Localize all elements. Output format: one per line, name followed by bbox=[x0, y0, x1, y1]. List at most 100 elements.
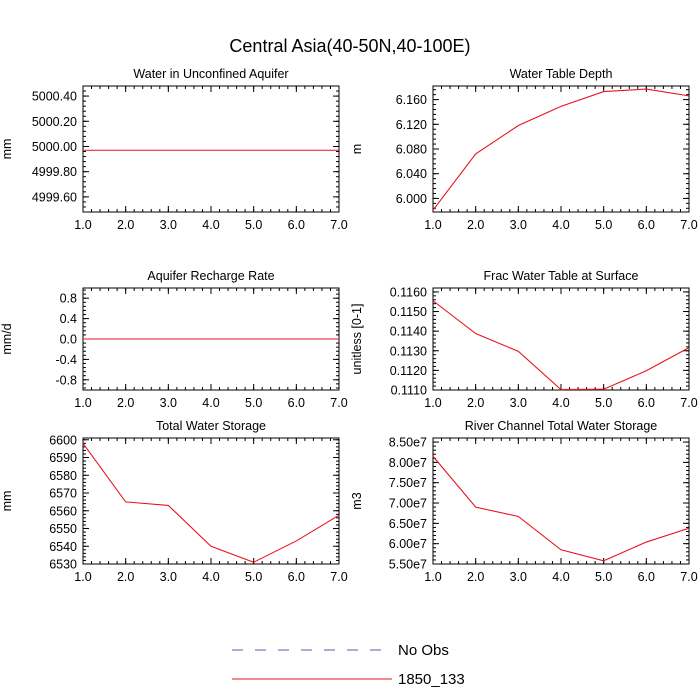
x-tick-label: 6.0 bbox=[638, 218, 655, 232]
x-tick-label: 6.0 bbox=[638, 570, 655, 584]
x-tick-label: 2.0 bbox=[467, 396, 484, 410]
x-tick-label: 5.0 bbox=[245, 570, 262, 584]
x-tick-label: 4.0 bbox=[202, 396, 219, 410]
y-tick-label: -0.8 bbox=[55, 373, 77, 387]
y-tick-label: 6600 bbox=[49, 433, 77, 447]
x-tick-label: 4.0 bbox=[552, 570, 569, 584]
y-axis-label: unitless [0-1] bbox=[350, 304, 364, 375]
panel-6: River Channel Total Water Storage m3 1.0 2.… bbox=[350, 419, 698, 584]
panel-title: Water in Unconfined Aquifer bbox=[133, 67, 288, 81]
y-tick-label: 5000.20 bbox=[32, 115, 77, 129]
y-tick-label: 6550 bbox=[49, 522, 77, 536]
y-tick-label: 6570 bbox=[49, 487, 77, 501]
y-tick-label: 6530 bbox=[49, 558, 77, 572]
y-tick-label: -0.4 bbox=[55, 353, 77, 367]
y-tick-label: 0.1140 bbox=[390, 325, 427, 339]
x-tick-label: 2.0 bbox=[117, 218, 134, 232]
legend-label: 1850_133 bbox=[398, 671, 465, 688]
x-tick-label: 1.0 bbox=[74, 396, 91, 410]
x-tick-label: 3.0 bbox=[510, 218, 527, 232]
x-tick-label: 3.0 bbox=[160, 218, 177, 232]
panel-title: Frac Water Table at Surface bbox=[484, 269, 639, 283]
x-tick-label: 1.0 bbox=[74, 218, 91, 232]
y-axis-label: mm bbox=[0, 491, 14, 512]
y-tick-label: 0.4 bbox=[60, 312, 77, 326]
panel-title: River Channel Total Water Storage bbox=[465, 419, 658, 433]
x-tick-label: 6.0 bbox=[288, 218, 305, 232]
x-tick-label: 5.0 bbox=[595, 218, 612, 232]
y-tick-label: 0.1110 bbox=[391, 384, 427, 398]
plot-frame bbox=[82, 437, 340, 565]
series-line bbox=[432, 88, 690, 211]
y-tick-label: 6.160 bbox=[396, 93, 427, 107]
x-tick-label: 5.0 bbox=[245, 396, 262, 410]
x-tick-label: 3.0 bbox=[510, 396, 527, 410]
y-tick-label: 6560 bbox=[49, 504, 77, 518]
y-tick-label: 6.000 bbox=[396, 192, 427, 206]
panels: Water in Unconfined Aquifer mm 1.0 2.0 3.0 4.… bbox=[0, 67, 698, 584]
series-line bbox=[82, 442, 340, 563]
x-tick-label: 1.0 bbox=[74, 570, 91, 584]
figure-title: Central Asia(40-50N,40-100E) bbox=[229, 36, 470, 56]
x-tick-label: 5.0 bbox=[595, 570, 612, 584]
x-tick-label: 4.0 bbox=[202, 570, 219, 584]
y-tick-label: 0.1120 bbox=[390, 364, 427, 378]
x-tick-label: 7.0 bbox=[680, 396, 697, 410]
y-axis-label: m3 bbox=[350, 492, 364, 509]
legend: No Obs 1850_133 bbox=[232, 642, 465, 688]
x-tick-label: 2.0 bbox=[467, 218, 484, 232]
x-tick-label: 7.0 bbox=[680, 570, 697, 584]
x-tick-label: 3.0 bbox=[160, 570, 177, 584]
x-tick-label: 1.0 bbox=[424, 570, 441, 584]
y-tick-label: 6.00e7 bbox=[389, 537, 427, 551]
y-axis-label: m bbox=[350, 144, 364, 154]
plot-frame bbox=[432, 287, 690, 391]
y-tick-label: 6.50e7 bbox=[389, 517, 427, 531]
y-tick-label: 6.080 bbox=[396, 143, 427, 157]
y-tick-label: 5000.40 bbox=[32, 90, 77, 104]
plot-frame bbox=[432, 85, 690, 213]
y-tick-label: 0.1160 bbox=[390, 285, 427, 299]
y-tick-label: 4999.80 bbox=[32, 165, 77, 179]
panel-title: Total Water Storage bbox=[156, 419, 266, 433]
y-tick-label: 4999.60 bbox=[32, 190, 77, 204]
x-tick-label: 6.0 bbox=[288, 396, 305, 410]
y-tick-label: 5000.00 bbox=[32, 140, 77, 154]
x-tick-label: 4.0 bbox=[202, 218, 219, 232]
y-axis-label: mm/d bbox=[0, 323, 14, 354]
y-tick-label: 8.00e7 bbox=[389, 456, 427, 470]
y-tick-label: 0.0 bbox=[60, 333, 77, 347]
y-tick-label: 6.120 bbox=[396, 118, 427, 132]
x-tick-label: 2.0 bbox=[117, 570, 134, 584]
panel-5: Total Water Storage mm 1.0 2.0 3.0 4.0 5.0 6.0 7… bbox=[0, 419, 348, 584]
series-line bbox=[432, 300, 690, 391]
y-tick-label: 0.1130 bbox=[390, 344, 427, 358]
x-tick-label: 7.0 bbox=[680, 218, 697, 232]
panel-3: Aquifer Recharge Rate mm/d 1.0 2.0 3.0 4.0 5.0… bbox=[0, 269, 348, 410]
x-tick-label: 3.0 bbox=[160, 396, 177, 410]
x-tick-label: 6.0 bbox=[288, 570, 305, 584]
y-tick-label: 6580 bbox=[49, 469, 77, 483]
y-tick-label: 7.00e7 bbox=[389, 497, 427, 511]
x-tick-label: 6.0 bbox=[638, 396, 655, 410]
x-tick-label: 5.0 bbox=[595, 396, 612, 410]
panel-4: Frac Water Table at Surface unitless [0-1… bbox=[350, 269, 698, 410]
x-tick-label: 7.0 bbox=[330, 218, 347, 232]
x-tick-label: 7.0 bbox=[330, 570, 347, 584]
x-tick-label: 7.0 bbox=[330, 396, 347, 410]
panel-2: Water Table Depth m 1.0 2.0 3.0 4.0 5.0 6.0 7.0 6… bbox=[350, 67, 698, 232]
series-line bbox=[432, 455, 690, 562]
plot-frame bbox=[432, 437, 690, 565]
x-tick-label: 1.0 bbox=[424, 396, 441, 410]
x-tick-label: 4.0 bbox=[552, 218, 569, 232]
panel-title: Aquifer Recharge Rate bbox=[147, 269, 274, 283]
plot-frame bbox=[82, 85, 340, 213]
y-tick-label: 0.1150 bbox=[390, 305, 427, 319]
y-tick-label: 7.50e7 bbox=[389, 476, 427, 490]
y-tick-label: 6.040 bbox=[396, 167, 427, 181]
legend-label: No Obs bbox=[398, 642, 449, 659]
x-tick-label: 1.0 bbox=[424, 218, 441, 232]
panel-title: Water Table Depth bbox=[510, 67, 613, 81]
x-tick-label: 2.0 bbox=[467, 570, 484, 584]
